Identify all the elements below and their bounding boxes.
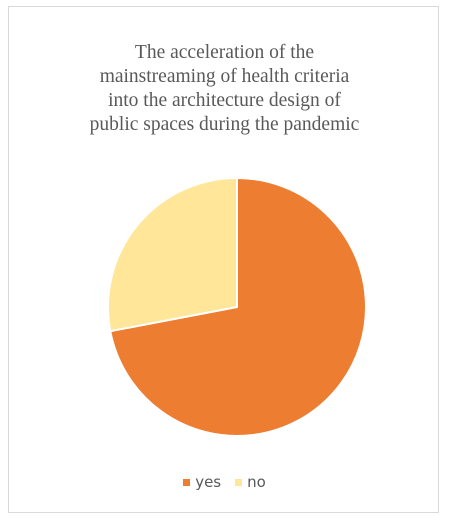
chart-title-line-3: into the architecture design of	[108, 90, 341, 111]
chart-title-line-4: public spaces during the pandemic	[89, 114, 360, 135]
legend-label-no: no	[247, 473, 266, 491]
pie-slice-no	[107, 177, 238, 333]
pie-chart	[107, 177, 367, 437]
pie-slice-yes	[109, 177, 367, 437]
chart-frame: The acceleration of the mainstreaming of…	[8, 6, 439, 513]
legend-label-yes: yes	[195, 473, 222, 491]
chart-title: The acceleration of the mainstreaming of…	[9, 41, 440, 137]
legend-swatch-yes	[183, 478, 191, 486]
chart-legend: yes no	[9, 473, 440, 491]
chart-title-line-2: mainstreaming of health criteria	[99, 66, 350, 87]
legend-item-no: no	[235, 473, 266, 491]
chart-title-line-1: The acceleration of the	[134, 42, 315, 63]
legend-swatch-no	[235, 478, 243, 486]
legend-item-yes: yes	[183, 473, 221, 491]
